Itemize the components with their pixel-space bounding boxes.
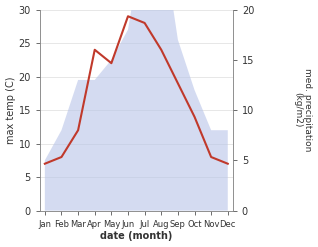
Y-axis label: med. precipitation
(kg/m2): med. precipitation (kg/m2) — [293, 68, 313, 152]
Y-axis label: max temp (C): max temp (C) — [5, 76, 16, 144]
X-axis label: date (month): date (month) — [100, 231, 172, 242]
